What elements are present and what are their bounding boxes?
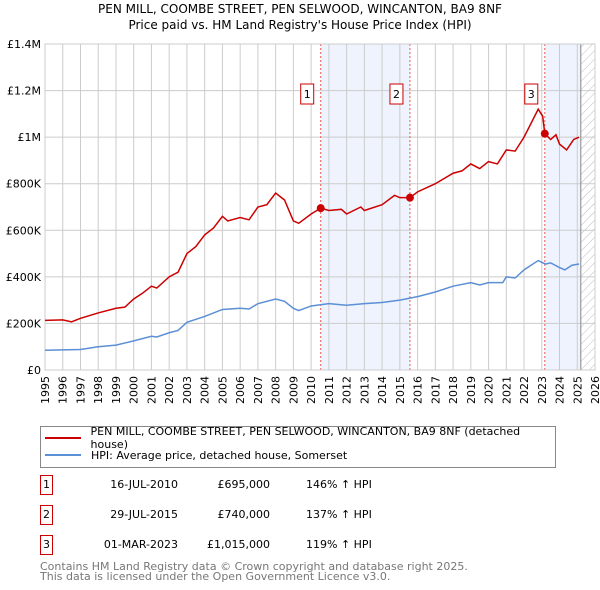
sale-date: 01-MAR-2023 [103,538,178,551]
sale-hpi-change: 146% ↑ HPI [306,478,372,491]
x-tick-label: 2022 [518,376,531,404]
sale-point [405,193,414,202]
x-tick-label: 2009 [287,376,300,404]
sale-marker-badge: 3 [40,535,53,555]
y-tick-label: £1.4M [7,38,41,51]
x-tick-label: 1999 [110,376,123,404]
sale-price: £1,015,000 [207,538,270,551]
x-tick-label: 1997 [74,376,87,404]
x-tick-label: 2000 [128,376,141,404]
x-tick-label: 2001 [145,376,158,404]
shaded-period [544,44,581,370]
x-tick-label: 2006 [234,376,247,404]
x-tick-label: 2018 [447,376,460,404]
x-tick-label: 2008 [270,376,283,404]
x-tick-label: 2012 [341,376,354,404]
legend-swatch-blue [45,454,81,456]
x-tick-label: 2004 [199,376,212,404]
sale-point [316,204,325,213]
x-tick-label: 1996 [57,376,70,404]
x-tick-label: 1998 [92,376,105,404]
y-tick-label: £1M [18,131,42,144]
footer-licence: This data is licensed under the Open Gov… [40,570,391,583]
chart-title: PEN MILL, COOMBE STREET, PEN SELWOOD, WI… [98,2,502,16]
sale-label-box [389,83,404,105]
x-tick-label: 1995 [39,376,52,404]
x-tick-label: 2019 [465,376,478,404]
x-tick-label: 2005 [216,376,229,404]
sale-marker-badge: 2 [40,505,53,525]
sale-label: 1 [304,88,311,101]
sale-date: 29-JUL-2015 [110,508,178,521]
x-tick-label: 2023 [536,376,549,404]
series-line [44,107,580,323]
x-tick-label: 2010 [305,376,318,404]
x-tick-label: 2002 [163,376,176,404]
y-tick-label: £1.2M [7,85,41,98]
legend-item-property: PEN MILL, COOMBE STREET, PEN SELWOOD, WI… [45,425,555,451]
y-tick-label: £0 [27,364,41,377]
sale-point [540,129,549,138]
x-tick-label: 2013 [358,376,371,404]
x-tick-label: 2025 [571,376,584,404]
sale-label-box [300,83,315,105]
legend: PEN MILL, COOMBE STREET, PEN SELWOOD, WI… [40,425,556,468]
y-tick-label: £600K [6,224,42,237]
x-tick-label: 2014 [376,376,389,404]
forecast-hatch [580,44,595,370]
sale-hpi-change: 119% ↑ HPI [306,538,372,551]
series-line [44,259,580,351]
legend-label: HPI: Average price, detached house, Some… [91,448,348,462]
legend-label: PEN MILL, COOMBE STREET, PEN SELWOOD, WI… [90,425,521,451]
x-tick-label: 2016 [412,376,425,404]
legend-item-hpi: HPI: Average price, detached house, Some… [45,447,347,463]
sale-label: 3 [528,88,535,101]
x-tick-label: 2024 [554,376,567,404]
x-tick-label: 2021 [500,376,513,404]
y-tick-label: £800K [6,178,42,191]
footer-copyright: Contains HM Land Registry data © Crown c… [40,560,468,573]
x-tick-label: 2007 [252,376,265,404]
x-tick-label: 2017 [429,376,442,404]
x-tick-label: 2003 [181,376,194,404]
plot-frame [44,43,596,371]
x-tick-label: 2026 [589,376,600,404]
sale-marker-badge: 1 [40,475,53,495]
legend-swatch-red [45,437,81,439]
x-tick-label: 2015 [394,376,407,404]
price-chart: 1995 1996 1997 1998 1999 2000 2001 2002 2003 2004… [6,38,600,404]
sale-date: 16-JUL-2010 [110,478,178,491]
chart-subtitle: Price paid vs. HM Land Registry's House … [128,18,472,32]
sale-hpi-change: 137% ↑ HPI [306,508,372,521]
x-tick-label: 2020 [483,376,496,404]
sale-label-box [524,83,539,105]
y-tick-label: £200K [6,317,42,330]
sale-label: 2 [393,88,400,101]
y-tick-label: £400K [6,271,42,284]
x-tick-label: 2011 [323,376,336,404]
sale-price: £695,000 [217,478,271,491]
sale-price: £740,000 [217,508,271,521]
